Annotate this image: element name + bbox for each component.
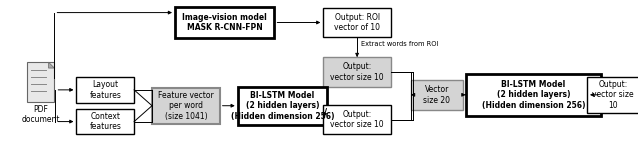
Text: PDF
document: PDF document [21, 105, 60, 124]
Text: BI-LSTM Model
(2 hidden layers)
(Hidden dimension 256): BI-LSTM Model (2 hidden layers) (Hidden … [481, 80, 585, 110]
Text: BI-LSTM Model
(2 hidden layers)
(Hidden dimension 256): BI-LSTM Model (2 hidden layers) (Hidden … [230, 91, 334, 121]
Text: Output: ROI
vector of 10: Output: ROI vector of 10 [334, 13, 380, 32]
Bar [237, 87, 327, 125]
Text: Extract words from ROI: Extract words from ROI [361, 41, 438, 47]
Text: Output:
vector size
10: Output: vector size 10 [592, 80, 634, 110]
Text: Image-vision model
MASK R-CNN-FPN: Image-vision model MASK R-CNN-FPN [182, 13, 267, 32]
Bar [323, 105, 391, 134]
Bar [152, 88, 220, 124]
Bar [76, 109, 134, 134]
FancyBboxPatch shape [27, 62, 54, 102]
Bar [76, 77, 134, 103]
Text: Output:
vector size 10: Output: vector size 10 [330, 62, 384, 82]
Bar [466, 74, 601, 116]
Bar [587, 77, 639, 113]
Bar [411, 80, 463, 110]
Polygon shape [49, 62, 54, 68]
Bar [175, 7, 275, 38]
Text: Feature vector
per word
(size 1041): Feature vector per word (size 1041) [158, 91, 214, 121]
Bar [323, 57, 391, 87]
Text: Layout
features: Layout features [90, 80, 121, 100]
Text: Context
features: Context features [90, 112, 121, 131]
Text: Vector
size 20: Vector size 20 [423, 85, 451, 104]
Text: Output:
vector size 10: Output: vector size 10 [330, 110, 384, 129]
Bar [323, 8, 391, 37]
